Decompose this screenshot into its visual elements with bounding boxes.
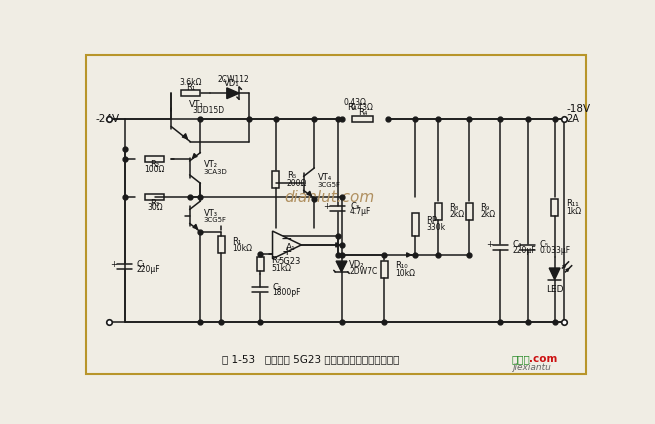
Text: C₅: C₅ <box>540 240 549 249</box>
Text: 1800pF: 1800pF <box>272 288 301 297</box>
Text: 3DD15D: 3DD15D <box>192 106 224 114</box>
Text: 2A: 2A <box>567 114 579 124</box>
Text: 1kΩ: 1kΩ <box>566 206 581 215</box>
Text: 0.033μF: 0.033μF <box>540 246 571 255</box>
Text: VT₃: VT₃ <box>204 209 217 218</box>
Text: R₂: R₂ <box>150 160 159 169</box>
Text: C₂: C₂ <box>272 283 282 292</box>
Text: VD₁: VD₁ <box>223 79 239 89</box>
Text: VT₂: VT₂ <box>204 160 217 169</box>
Bar <box>145 156 164 162</box>
Bar <box>435 203 442 220</box>
Text: 220μF: 220μF <box>513 246 536 255</box>
Bar <box>381 261 388 278</box>
Text: +: + <box>324 202 330 211</box>
Text: R₅: R₅ <box>287 171 296 180</box>
Text: 3CG5F: 3CG5F <box>204 217 227 223</box>
Text: 图 1-53   采用运放 5G23 构成的输出负稳压电源电路: 图 1-53 采用运放 5G23 构成的输出负稳压电源电路 <box>222 354 399 364</box>
Polygon shape <box>272 231 301 259</box>
Polygon shape <box>336 261 347 272</box>
Text: 0.43Ω: 0.43Ω <box>343 98 366 107</box>
Text: 0.43Ω: 0.43Ω <box>351 103 374 112</box>
Text: 10kΩ: 10kΩ <box>396 269 415 278</box>
Text: 2CW112: 2CW112 <box>217 75 249 84</box>
Text: C₄: C₄ <box>513 240 522 249</box>
Text: VT₄: VT₄ <box>318 173 331 181</box>
Bar <box>551 199 558 216</box>
Text: 5G23: 5G23 <box>278 257 301 266</box>
Text: VD₂: VD₂ <box>349 259 365 269</box>
Polygon shape <box>227 88 239 99</box>
Text: R₄: R₄ <box>358 108 367 117</box>
Text: R₈: R₈ <box>449 203 459 212</box>
Text: 30Ω: 30Ω <box>147 204 162 212</box>
Text: R₉: R₉ <box>481 203 490 212</box>
Text: R₁: R₁ <box>233 237 242 245</box>
Text: C₃: C₃ <box>350 202 359 211</box>
Polygon shape <box>549 268 560 279</box>
Text: 330k: 330k <box>426 223 445 232</box>
Text: -18V: -18V <box>567 103 590 114</box>
Text: +: + <box>486 240 493 249</box>
Text: VT₁: VT₁ <box>189 100 204 109</box>
Bar <box>466 203 473 220</box>
Text: 220μF: 220μF <box>137 265 160 274</box>
Text: 51kΩ: 51kΩ <box>271 264 291 273</box>
Bar <box>257 257 263 271</box>
Text: .com: .com <box>529 354 557 364</box>
Text: 3CG5F: 3CG5F <box>318 182 341 188</box>
Text: A₁: A₁ <box>286 243 296 252</box>
Text: R₃: R₃ <box>150 199 159 208</box>
Text: 4.7μF: 4.7μF <box>350 207 371 216</box>
Bar <box>272 171 279 188</box>
Text: -24V: -24V <box>96 114 120 124</box>
Text: 3.6kΩ: 3.6kΩ <box>179 78 202 87</box>
Text: jiexiantu: jiexiantu <box>512 363 551 372</box>
Bar <box>181 90 200 96</box>
Text: 10kΩ: 10kΩ <box>233 244 253 253</box>
Text: R₄: R₄ <box>347 103 356 112</box>
Text: 2kΩ: 2kΩ <box>481 210 496 219</box>
Bar <box>352 116 373 122</box>
Text: −: − <box>280 232 292 246</box>
Text: 2kΩ: 2kΩ <box>449 210 465 219</box>
Text: 接线图: 接线图 <box>512 354 531 364</box>
Text: R₁₀: R₁₀ <box>396 261 408 270</box>
Text: +: + <box>110 259 117 269</box>
Text: 100Ω: 100Ω <box>145 165 165 174</box>
Text: 2DW7C: 2DW7C <box>349 268 377 276</box>
Text: +: + <box>281 245 291 258</box>
Bar <box>145 194 164 200</box>
Bar <box>218 237 225 254</box>
Text: C₁: C₁ <box>137 259 146 269</box>
Text: 3CA3D: 3CA3D <box>204 169 227 175</box>
Text: dianlut.com: dianlut.com <box>285 190 375 205</box>
Text: LED: LED <box>546 285 563 294</box>
Text: 200Ω: 200Ω <box>287 179 307 188</box>
Text: R₁: R₁ <box>186 83 195 92</box>
Text: RP: RP <box>426 216 438 225</box>
Text: R₁₁: R₁₁ <box>566 199 578 208</box>
Text: R₇: R₇ <box>271 256 280 265</box>
Bar <box>411 212 419 236</box>
